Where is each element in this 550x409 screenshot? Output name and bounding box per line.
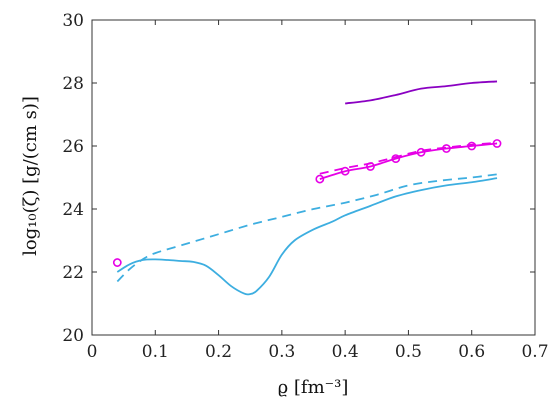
- y-tick-label: 24: [62, 200, 84, 220]
- series-line-2: [319, 142, 498, 180]
- x-tick-label: 0.2: [205, 342, 232, 362]
- x-tick-label: 0.1: [142, 342, 169, 362]
- plot-axes: [91, 19, 536, 336]
- y-tick-label: 30: [62, 11, 84, 31]
- data-point: [112, 258, 122, 267]
- tick-marks: 0 0.1 0.2 0.3 0.4 0.5 0.6 0.7 20 22 24 26 28 30: [62, 11, 548, 362]
- x-tick-label: 0: [87, 342, 98, 362]
- data-point: [315, 174, 325, 184]
- y-axis-label: log₁₀(ζ) [g/(cm s)]: [20, 96, 41, 256]
- x-tick-label: 0.7: [521, 342, 548, 362]
- data-point: [391, 154, 401, 163]
- data-point: [492, 139, 502, 148]
- x-tick-label: 0.5: [395, 342, 422, 362]
- series-line-5: [345, 80, 498, 105]
- x-tick-label: 0.6: [458, 342, 485, 362]
- series-group: [112, 80, 502, 296]
- y-tick-label: 20: [62, 326, 84, 346]
- x-axis-label: ϱ [fm⁻³]: [278, 377, 349, 398]
- series-line-3: [319, 141, 498, 175]
- data-point: [416, 147, 426, 157]
- y-tick-label: 26: [62, 137, 84, 157]
- plot-frame: [91, 19, 536, 336]
- series-line-1: [116, 173, 498, 283]
- x-tick-label: 0.3: [268, 342, 295, 362]
- y-tick-label: 22: [62, 263, 84, 283]
- series-line-0: [116, 177, 498, 296]
- data-point: [340, 166, 350, 176]
- y-tick-label: 28: [62, 74, 84, 94]
- x-tick-label: 0.4: [332, 342, 359, 362]
